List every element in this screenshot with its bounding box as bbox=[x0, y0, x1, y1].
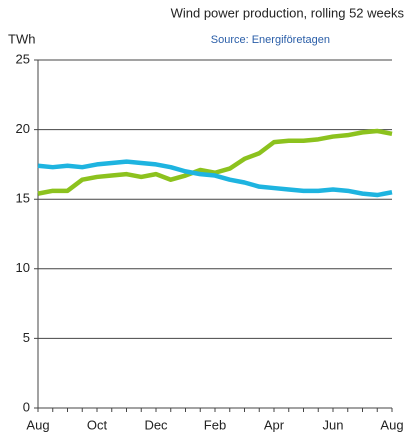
y-tick-label: 25 bbox=[16, 51, 30, 66]
y-tick-label: 20 bbox=[16, 121, 30, 136]
series-line bbox=[37, 159, 393, 198]
x-tick-label: Aug bbox=[380, 417, 403, 432]
x-tick-label: Aug bbox=[26, 417, 49, 432]
y-tick-label: 0 bbox=[23, 399, 30, 414]
y-tick-label: 10 bbox=[16, 260, 30, 275]
chart-title: Wind power production, rolling 52 weeks bbox=[171, 5, 405, 20]
x-tick-label: Dec bbox=[144, 417, 168, 432]
x-tick-label: Apr bbox=[264, 417, 285, 432]
y-axis-label: TWh bbox=[8, 31, 35, 46]
y-tick-label: 5 bbox=[23, 330, 30, 345]
x-tick-label: Oct bbox=[87, 417, 108, 432]
series-line bbox=[37, 128, 393, 196]
y-tick-label: 15 bbox=[16, 191, 30, 206]
x-tick-label: Jun bbox=[323, 417, 344, 432]
x-tick-label: Feb bbox=[204, 417, 226, 432]
chart-subtitle: Source: Energiföretagen bbox=[211, 34, 330, 46]
